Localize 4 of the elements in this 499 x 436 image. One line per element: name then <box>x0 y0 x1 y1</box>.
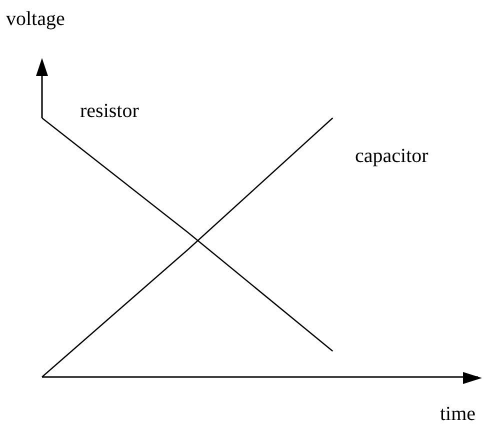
series-label: capacitor <box>355 145 428 168</box>
x-axis-title: time <box>440 403 476 426</box>
series-label: resistor <box>80 100 139 123</box>
y-axis-title: voltage <box>6 8 65 31</box>
